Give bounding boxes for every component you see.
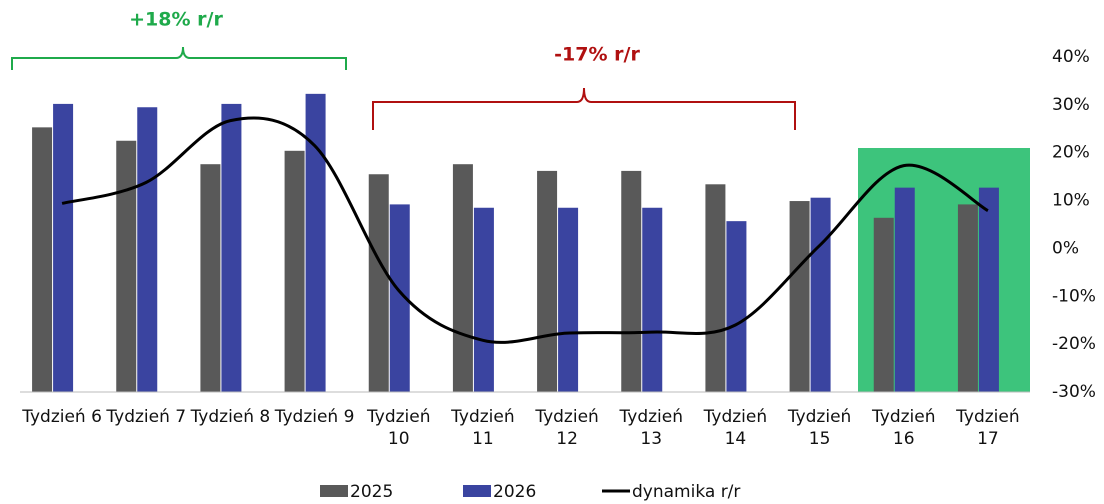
bracket	[372, 87, 796, 130]
bracket	[11, 46, 347, 70]
bar	[116, 140, 137, 392]
line	[61, 116, 989, 344]
x-tick-label: Tydzień 10	[367, 407, 431, 449]
y2-tick-label: -20%	[1052, 334, 1096, 354]
x-tick-label: Tydzień 9	[274, 407, 355, 427]
x-tick-label: Tydzień 13	[619, 407, 683, 449]
bar	[957, 204, 978, 392]
bar	[810, 197, 831, 392]
bar	[368, 174, 389, 392]
bar	[389, 204, 410, 392]
annotation: +18% r/r	[129, 9, 223, 31]
x-tick-label: Tydzień 16	[872, 407, 936, 449]
bar	[705, 184, 726, 392]
annotation: -17% r/r	[554, 44, 640, 66]
bar	[137, 107, 158, 392]
x-tick-label: Tydzień 8	[190, 407, 271, 427]
bar	[537, 170, 558, 392]
bar	[978, 187, 999, 392]
legend-swatch	[320, 485, 348, 497]
y2-tick-label: 40%	[1052, 47, 1090, 67]
bar	[221, 103, 242, 393]
bar	[200, 164, 221, 392]
bar	[32, 127, 53, 392]
legend-label: 2026	[493, 482, 536, 502]
x-tick-label: Tydzień 12	[535, 407, 599, 449]
x-tick-label: Tydzień 7	[106, 407, 187, 427]
x-tick-label: Tydzień 17	[956, 407, 1020, 449]
x-tick-label: Tydzień 15	[787, 407, 852, 449]
y2-tick-label: -10%	[1052, 286, 1096, 306]
bar	[452, 164, 473, 392]
bar	[53, 103, 74, 393]
x-tick-label: Tydzień 14	[703, 407, 768, 449]
bar	[473, 207, 494, 392]
bar	[621, 170, 642, 392]
bar	[894, 187, 915, 392]
legend-label: 2025	[350, 482, 393, 502]
legend-label: dynamika r/r	[632, 482, 740, 502]
y2-tick-label: 0%	[1052, 238, 1079, 258]
bar	[305, 93, 326, 392]
bar	[642, 207, 663, 392]
bar	[284, 150, 305, 392]
y2-tick-label: 30%	[1052, 95, 1090, 115]
bar	[558, 207, 579, 392]
y2-tick-label: 10%	[1052, 191, 1090, 211]
bar	[873, 217, 894, 392]
legend-swatch	[463, 485, 491, 497]
y2-tick-label: -30%	[1052, 382, 1096, 402]
bar	[726, 221, 747, 392]
annotation: +13% r/r	[893, 116, 987, 138]
bar	[789, 201, 810, 392]
y2-tick-label: 20%	[1052, 143, 1090, 163]
x-tick-label: Tydzień 6	[22, 407, 102, 427]
x-tick-label: Tydzień 11	[451, 407, 515, 449]
